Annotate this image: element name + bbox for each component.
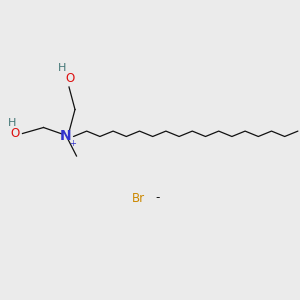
Text: H: H xyxy=(8,118,16,128)
Text: O: O xyxy=(65,73,74,85)
Text: N: N xyxy=(60,130,72,143)
Text: +: + xyxy=(69,140,76,148)
Text: H: H xyxy=(58,64,66,74)
Text: Br: Br xyxy=(131,191,145,205)
Text: O: O xyxy=(10,127,20,140)
Text: -: - xyxy=(155,191,160,205)
